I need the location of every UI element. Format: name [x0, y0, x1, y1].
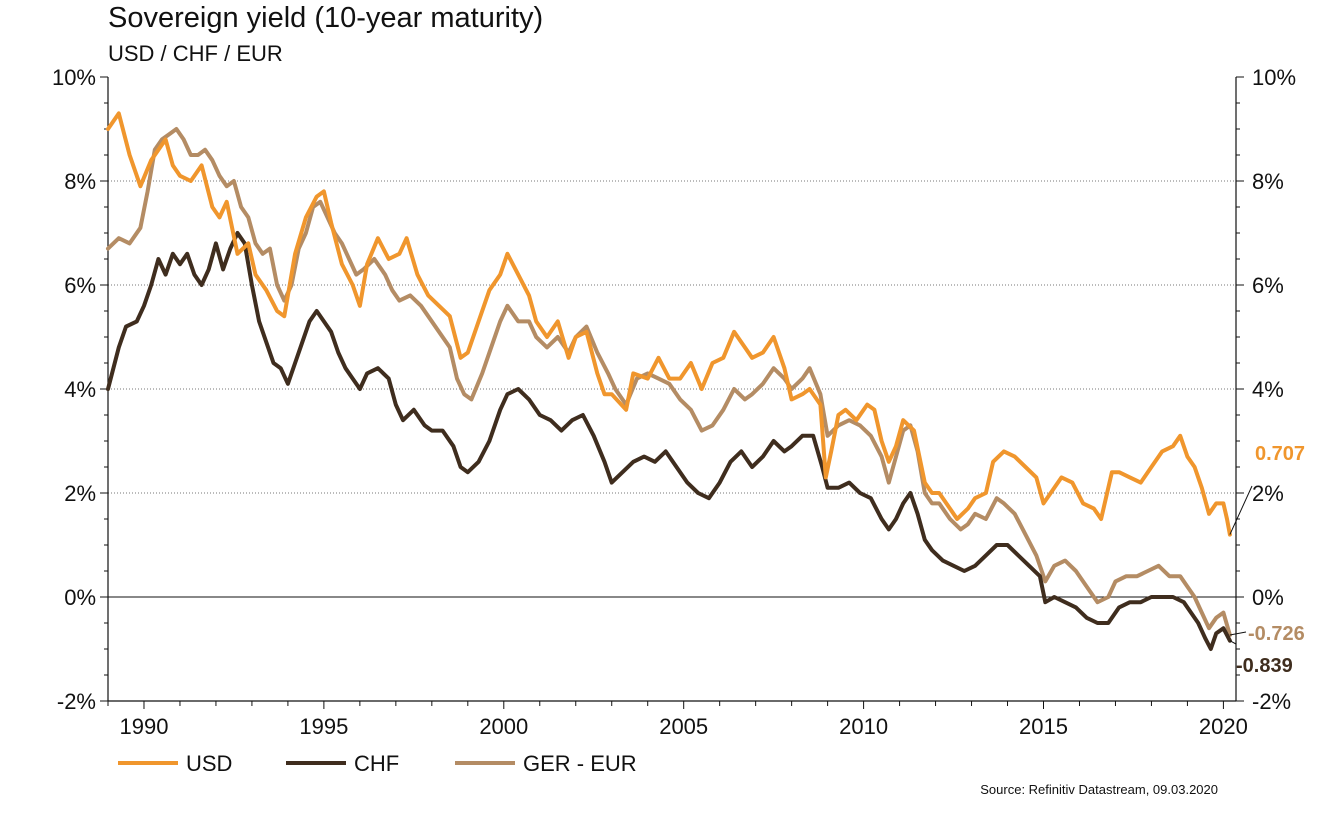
legend-label-ger-eur: GER - EUR [523, 751, 637, 776]
legend: USD CHF GER - EUR [118, 751, 637, 776]
chart-title: Sovereign yield (10-year maturity) [108, 2, 543, 34]
legend-label-usd: USD [186, 751, 232, 776]
chart-subtitle: USD / CHF / EUR [108, 41, 283, 66]
y-tick-label-left: 4% [64, 377, 96, 402]
y-tick-label-left: 8% [64, 169, 96, 194]
x-tick-label: 2000 [479, 714, 528, 739]
x-tick-label: 2010 [839, 714, 888, 739]
y-tick-label-left: -2% [57, 689, 96, 714]
end-label-chf: -0.839 [1236, 655, 1293, 677]
x-tick-label: 1995 [299, 714, 348, 739]
legend-label-chf: CHF [354, 751, 399, 776]
x-tick-label: 1990 [120, 714, 169, 739]
y-tick-label-right: 2% [1252, 481, 1284, 506]
end-label-leader [1229, 631, 1247, 636]
series-lines [106, 111, 1232, 651]
y-tick-label-left: 0% [64, 585, 96, 610]
y-tick-label-right: -2% [1252, 689, 1291, 714]
y-tick-label-left: 2% [64, 481, 96, 506]
y-tick-label-right: 4% [1252, 377, 1284, 402]
x-tick-label: 2005 [659, 714, 708, 739]
x-tick-label: 2020 [1199, 714, 1248, 739]
y-tick-label-right: 8% [1252, 169, 1284, 194]
y-tick-label-left: 10% [52, 65, 96, 90]
source-note: Source: Refinitiv Datastream, 09.03.2020 [980, 782, 1218, 797]
y-tick-label-right: 0% [1252, 585, 1284, 610]
axes: -2% -2% 0% 0% 2% 2% 4% 4% 6% 6% 8% 8% 10% 10% 1990 1995… [52, 65, 1296, 739]
y-tick-label-left: 6% [64, 273, 96, 298]
end-label-leader [1229, 485, 1253, 535]
end-labels: 0.707 -0.839 -0.726 [1229, 443, 1305, 677]
x-tick-label: 2015 [1019, 714, 1068, 739]
series-line-usd [106, 111, 1232, 537]
end-label-ger-eur: -0.726 [1248, 623, 1305, 645]
series-line-chf [106, 231, 1232, 651]
end-label-usd: 0.707 [1255, 443, 1305, 465]
y-tick-label-right: 6% [1252, 273, 1284, 298]
y-tick-label-right: 10% [1252, 65, 1296, 90]
end-label-leader [1229, 640, 1237, 645]
series-line-ger-eur [106, 127, 1232, 637]
